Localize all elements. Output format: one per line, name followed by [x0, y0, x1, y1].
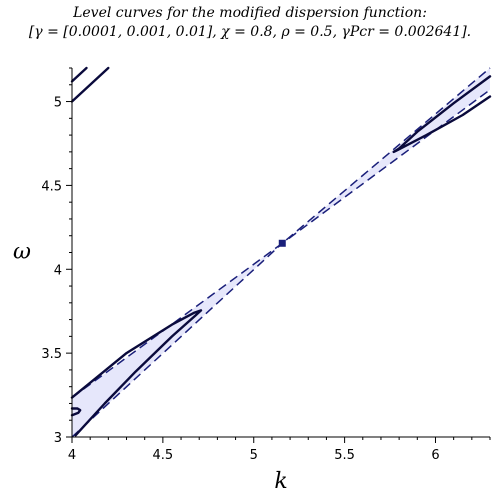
y-tick-label: 4 [54, 263, 62, 278]
x-tick-label: 5.5 [334, 448, 355, 463]
y-tick-label: 5 [54, 96, 62, 111]
x-axis-label: k [274, 469, 287, 494]
level-curve-lower-left-outer [70, 309, 203, 437]
y-tick-label: 4.5 [41, 179, 62, 194]
y-axis-ticks: 3 3.5 4 4.5 5 [41, 67, 72, 446]
level-curve-upper-right [392, 75, 492, 154]
chart-title-line2: [γ = [0.0001, 0.001, 0.01], χ = 0.8, ρ =… [28, 24, 472, 40]
chart-title-line1: Level curves for the modified dispersion… [73, 5, 427, 21]
x-tick-label: 6 [431, 448, 439, 463]
y-tick-label: 3 [54, 431, 62, 446]
level-curve-top-left-outer [70, 66, 110, 103]
x-tick-label: 4 [68, 448, 76, 463]
x-tick-label: 4.5 [153, 448, 174, 463]
y-tick-label: 3.5 [41, 347, 62, 362]
level-curves [70, 66, 492, 438]
critical-point [278, 239, 286, 247]
x-axis-ticks: 4 4.5 5 5.5 6 [68, 437, 491, 463]
y-axis-label: ω [13, 240, 31, 265]
level-curve-lower-left-inner [70, 407, 82, 417]
x-tick-label: 5 [250, 448, 258, 463]
dashed-boundary-lower [71, 89, 491, 438]
level-curve-top-left-inner [70, 66, 88, 83]
